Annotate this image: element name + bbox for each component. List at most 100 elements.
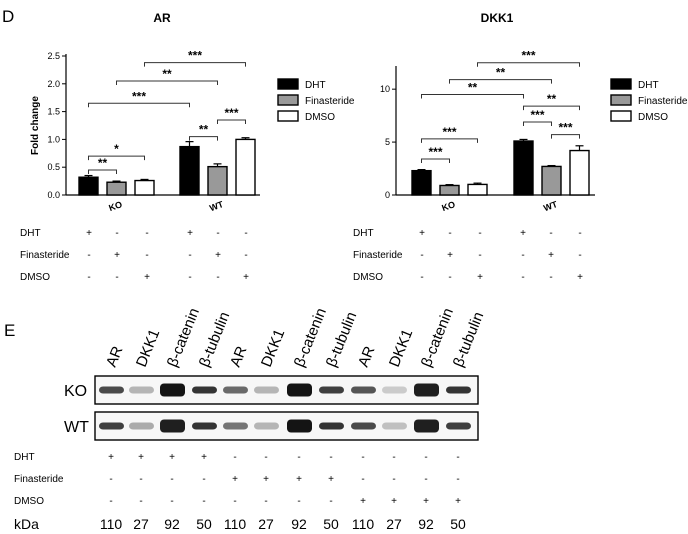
blot-treatment-sign: - xyxy=(392,452,395,463)
kda-value: 110 xyxy=(352,516,375,532)
treatment-sign: + xyxy=(86,228,92,239)
blot-band xyxy=(223,422,248,430)
blot-lane-label: DKK1 xyxy=(386,327,416,370)
kda-value: 27 xyxy=(133,516,149,532)
blot-band xyxy=(192,422,217,430)
blot-band xyxy=(351,422,376,430)
blot-band xyxy=(99,386,124,394)
treatment-sign: - xyxy=(478,250,481,261)
treatment-sign: + xyxy=(187,228,193,239)
blot-treatment-sign: + xyxy=(169,452,175,463)
blot-treatment-sign: - xyxy=(424,474,427,485)
bar xyxy=(207,165,228,196)
significance-label: * xyxy=(114,142,119,156)
blot-treatment-sign: - xyxy=(109,474,112,485)
significance-bracket xyxy=(477,62,580,67)
blot-treatment-sign: - xyxy=(361,474,364,485)
y-tick-label: 2.5 xyxy=(47,51,60,61)
panel-d-label: D xyxy=(2,7,14,26)
treatment-sign: - xyxy=(87,250,90,261)
blot-band xyxy=(287,419,312,433)
blot-treatment-sign: + xyxy=(360,496,366,507)
treatment-sign: - xyxy=(521,272,524,283)
treatment-sign: - xyxy=(115,272,118,283)
significance-bracket xyxy=(421,138,478,143)
y-tick-label: 5 xyxy=(385,137,390,147)
bar xyxy=(411,169,432,196)
treatment-row-label: DMSO xyxy=(353,272,383,283)
significance-label: ** xyxy=(496,66,506,80)
significance-bracket xyxy=(551,134,580,139)
blot-band xyxy=(351,386,376,394)
bar xyxy=(439,184,460,196)
treatment-sign: - xyxy=(420,250,423,261)
kda-value: 50 xyxy=(450,516,466,532)
significance-bracket xyxy=(144,62,246,67)
blot-treatment-sign: - xyxy=(424,452,427,463)
blot-treatment-sign: - xyxy=(329,496,332,507)
treatment-sign: + xyxy=(243,272,249,283)
legend-entry: DHT xyxy=(638,80,659,91)
significance-label: *** xyxy=(558,121,572,135)
y-tick-label: 1.5 xyxy=(47,107,60,117)
treatment-sign: - xyxy=(216,272,219,283)
treatment-sign: - xyxy=(145,228,148,239)
blot-band xyxy=(160,383,185,397)
treatment-sign: - xyxy=(87,272,90,283)
treatment-sign: - xyxy=(420,272,423,283)
blot-treatment-sign: - xyxy=(456,452,459,463)
blot-band xyxy=(254,422,279,430)
treatment-table-ar: DHT + - - + - - Finasteride - + - - + - DMSO - - + - - + xyxy=(20,228,249,283)
blot-treatment-sign: + xyxy=(138,452,144,463)
blot-treatment-sign: - xyxy=(202,496,205,507)
treatment-sign: - xyxy=(448,272,451,283)
blot-band xyxy=(129,386,154,394)
blot-treatment-sign: + xyxy=(328,474,334,485)
blot-band xyxy=(192,386,217,394)
blot-band xyxy=(129,422,154,430)
blot-band xyxy=(414,383,439,397)
blot-lane-label: AR xyxy=(355,344,379,370)
blot-treatment-sign: + xyxy=(455,496,461,507)
kda-value: 110 xyxy=(224,516,247,532)
blot-treatment-sign: - xyxy=(329,452,332,463)
y-tick-label: 0 xyxy=(385,190,390,200)
blot-treatment-sign: + xyxy=(232,474,238,485)
treatment-sign: + xyxy=(548,250,554,261)
blot-treatment-sign: + xyxy=(263,474,269,485)
significance-label: ** xyxy=(199,123,209,137)
legend-entry: DMSO xyxy=(638,112,668,123)
treatment-sign: + xyxy=(447,250,453,261)
significance-bracket xyxy=(523,105,580,111)
y-tick-label: 1.0 xyxy=(47,134,60,144)
blot-treatment-sign: - xyxy=(297,496,300,507)
blot-treatment-sign: + xyxy=(108,452,114,463)
chart-title: DKK1 xyxy=(481,11,514,25)
x-tick-label: KO xyxy=(440,199,456,213)
legend-swatch xyxy=(610,78,632,90)
legend-entry: DMSO xyxy=(305,112,335,123)
bar xyxy=(541,165,562,196)
y-tick-label: 0.5 xyxy=(47,162,60,172)
blot-lane-label: β-tubulin xyxy=(323,310,360,370)
blot-band xyxy=(99,422,124,430)
blot-row-label: KO xyxy=(64,383,87,400)
treatment-sign: - xyxy=(216,228,219,239)
blot-lane-label: AR xyxy=(103,344,127,370)
blot-treatment-sign: + xyxy=(296,474,302,485)
chart-title: AR xyxy=(153,11,171,25)
blot-treatment-sign: - xyxy=(297,452,300,463)
kda-value: 27 xyxy=(258,516,274,532)
treatment-row-label: DHT xyxy=(353,228,374,239)
kda-value: 50 xyxy=(196,516,212,532)
kda-value: 92 xyxy=(291,516,307,532)
significance-bracket xyxy=(88,155,145,161)
treatment-sign: + xyxy=(520,228,526,239)
y-tick-label: 2.0 xyxy=(47,79,60,89)
significance-bracket xyxy=(189,136,218,141)
significance-bracket xyxy=(421,158,450,164)
bar xyxy=(134,179,155,196)
bar xyxy=(569,149,590,196)
kda-value: 50 xyxy=(323,516,339,532)
